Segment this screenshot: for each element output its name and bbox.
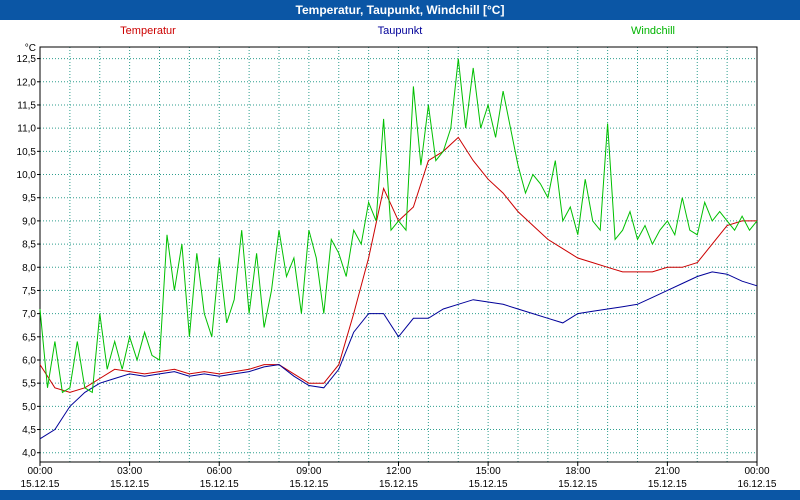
svg-text:4,0: 4,0 [22, 448, 36, 459]
svg-text:12,5: 12,5 [17, 54, 37, 65]
svg-text:8,5: 8,5 [22, 240, 36, 251]
legend-temperatur: Temperatur [120, 25, 176, 37]
svg-text:15.12.15: 15.12.15 [379, 479, 418, 490]
legend-windchill: Windchill [630, 25, 676, 37]
svg-text:15.12.15: 15.12.15 [200, 479, 239, 490]
svg-text:00:00: 00:00 [744, 466, 769, 477]
svg-text:15.12.15: 15.12.15 [469, 479, 508, 490]
svg-text:°C: °C [25, 43, 36, 54]
svg-text:7,0: 7,0 [22, 309, 36, 320]
svg-text:4,5: 4,5 [22, 425, 36, 436]
svg-text:16.12.15: 16.12.15 [738, 479, 777, 490]
svg-text:6,0: 6,0 [22, 355, 36, 366]
svg-text:09:00: 09:00 [296, 466, 321, 477]
window-title: Temperatur, Taupunkt, Windchill [°C] [295, 3, 505, 17]
svg-text:10,5: 10,5 [17, 147, 37, 158]
svg-text:06:00: 06:00 [207, 466, 232, 477]
svg-text:03:00: 03:00 [117, 466, 142, 477]
svg-text:12:00: 12:00 [386, 466, 411, 477]
svg-text:18:00: 18:00 [565, 466, 590, 477]
window-titlebar: Temperatur, Taupunkt, Windchill [°C] [0, 0, 800, 20]
svg-text:15:00: 15:00 [476, 466, 501, 477]
svg-text:5,0: 5,0 [22, 402, 36, 413]
svg-text:9,5: 9,5 [22, 193, 36, 204]
svg-text:11,5: 11,5 [17, 100, 36, 111]
svg-text:10,0: 10,0 [17, 170, 37, 181]
svg-text:12,0: 12,0 [17, 77, 37, 88]
svg-text:15.12.15: 15.12.15 [110, 479, 149, 490]
svg-text:9,0: 9,0 [22, 216, 36, 227]
svg-text:00:00: 00:00 [27, 466, 52, 477]
window-bottombar [0, 490, 800, 500]
svg-text:6,5: 6,5 [22, 332, 36, 343]
svg-text:11,0: 11,0 [17, 124, 36, 135]
svg-text:15.12.15: 15.12.15 [648, 479, 687, 490]
svg-text:7,5: 7,5 [22, 286, 36, 297]
svg-text:15.12.15: 15.12.15 [21, 479, 60, 490]
legend-taupunkt: Taupunkt [377, 25, 423, 37]
svg-text:8,0: 8,0 [22, 263, 36, 274]
svg-text:5,5: 5,5 [22, 379, 36, 390]
svg-text:21:00: 21:00 [655, 466, 680, 477]
svg-text:15.12.15: 15.12.15 [289, 479, 328, 490]
svg-text:15.12.15: 15.12.15 [558, 479, 597, 490]
